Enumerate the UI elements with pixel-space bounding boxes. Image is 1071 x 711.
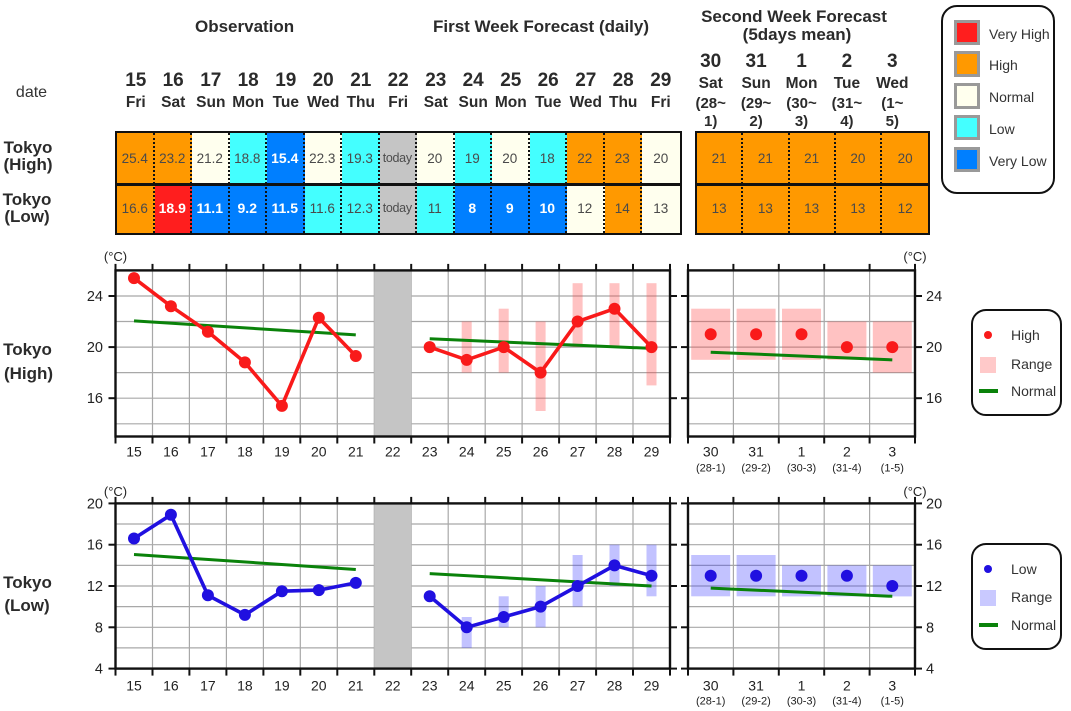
svg-text:16: 16	[163, 678, 179, 694]
svg-text:(°C): (°C)	[903, 484, 926, 499]
svg-text:26: 26	[533, 678, 549, 694]
svg-text:23: 23	[422, 678, 438, 694]
svg-text:31: 31	[748, 444, 764, 460]
svg-text:28: 28	[607, 678, 623, 694]
svg-text:16: 16	[926, 538, 942, 554]
svg-text:4: 4	[926, 662, 934, 678]
svg-text:28: 28	[607, 444, 623, 460]
svg-text:29: 29	[644, 444, 660, 460]
svg-text:(31-4): (31-4)	[832, 463, 861, 475]
svg-text:16: 16	[87, 538, 103, 554]
svg-text:12: 12	[87, 579, 103, 595]
svg-text:26: 26	[533, 444, 549, 460]
svg-text:22: 22	[385, 444, 401, 460]
svg-text:3: 3	[888, 678, 896, 694]
svg-text:15: 15	[126, 444, 142, 460]
svg-text:18: 18	[237, 444, 253, 460]
svg-text:(1-5): (1-5)	[881, 463, 904, 475]
svg-text:30: 30	[703, 678, 719, 694]
svg-text:16: 16	[163, 444, 179, 460]
svg-text:20: 20	[311, 678, 327, 694]
svg-text:4: 4	[95, 662, 103, 678]
svg-text:23: 23	[422, 444, 438, 460]
svg-text:(1-5): (1-5)	[881, 696, 904, 708]
svg-text:20: 20	[87, 496, 103, 512]
svg-text:20: 20	[926, 340, 942, 356]
svg-text:(29-2): (29-2)	[741, 696, 770, 708]
svg-text:21: 21	[348, 444, 364, 460]
svg-text:20: 20	[311, 444, 327, 460]
svg-text:1: 1	[798, 678, 806, 694]
svg-text:24: 24	[87, 289, 103, 305]
svg-text:(30-3): (30-3)	[787, 696, 816, 708]
svg-text:12: 12	[926, 579, 942, 595]
svg-text:24: 24	[926, 289, 942, 305]
svg-text:8: 8	[95, 620, 103, 636]
svg-text:27: 27	[570, 678, 586, 694]
svg-text:25: 25	[496, 444, 512, 460]
svg-text:(29-2): (29-2)	[741, 463, 770, 475]
svg-text:21: 21	[348, 678, 364, 694]
svg-text:29: 29	[644, 678, 660, 694]
svg-text:3: 3	[888, 444, 896, 460]
svg-text:30: 30	[703, 444, 719, 460]
svg-text:19: 19	[274, 444, 290, 460]
svg-text:24: 24	[459, 444, 475, 460]
svg-text:(30-3): (30-3)	[787, 463, 816, 475]
svg-text:(28-1): (28-1)	[696, 463, 725, 475]
svg-text:25: 25	[496, 678, 512, 694]
svg-text:(°C): (°C)	[104, 249, 127, 264]
svg-text:(28-1): (28-1)	[696, 696, 725, 708]
svg-text:20: 20	[926, 496, 942, 512]
svg-text:15: 15	[126, 678, 142, 694]
svg-text:(°C): (°C)	[104, 484, 127, 499]
svg-text:(°C): (°C)	[903, 249, 926, 264]
svg-text:(31-4): (31-4)	[832, 696, 861, 708]
svg-text:2: 2	[843, 444, 851, 460]
svg-text:27: 27	[570, 444, 586, 460]
svg-text:16: 16	[926, 391, 942, 407]
svg-text:24: 24	[459, 678, 475, 694]
svg-text:31: 31	[748, 678, 764, 694]
svg-text:22: 22	[385, 678, 401, 694]
svg-text:2: 2	[843, 678, 851, 694]
svg-text:17: 17	[200, 444, 216, 460]
svg-text:8: 8	[926, 620, 934, 636]
svg-text:20: 20	[87, 340, 103, 356]
svg-text:19: 19	[274, 678, 290, 694]
svg-text:17: 17	[200, 678, 216, 694]
svg-text:1: 1	[798, 444, 806, 460]
svg-text:18: 18	[237, 678, 253, 694]
svg-text:16: 16	[87, 391, 103, 407]
